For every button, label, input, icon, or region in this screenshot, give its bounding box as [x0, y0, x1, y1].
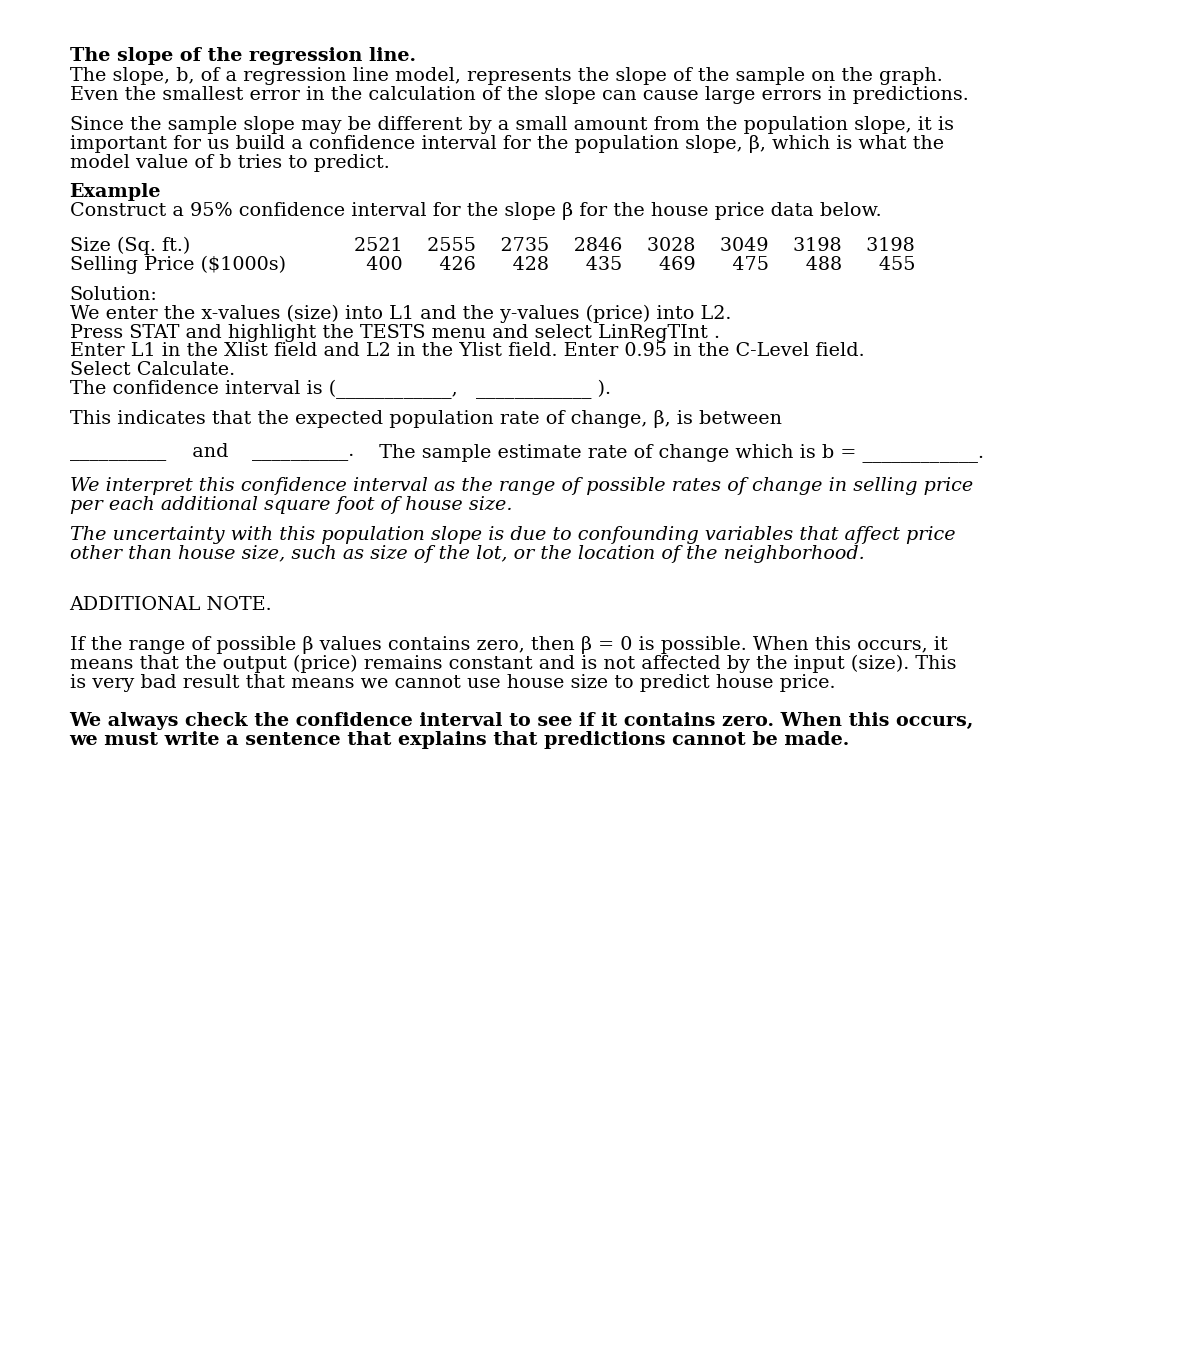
Text: and: and	[180, 443, 241, 461]
Text: Selling Price ($1000s): Selling Price ($1000s)	[70, 256, 286, 275]
Text: The sample estimate rate of change which is b = ____________.: The sample estimate rate of change which…	[367, 443, 984, 462]
Text: per each additional square foot of house size.: per each additional square foot of house…	[70, 496, 512, 514]
Text: important for us build a confidence interval for the population slope, β, which : important for us build a confidence inte…	[70, 135, 943, 152]
Text: Enter L1 in the Xlist field and L2 in the Ylist field. Enter 0.95 in the C-Level: Enter L1 in the Xlist field and L2 in th…	[70, 342, 864, 360]
Text: Solution:: Solution:	[70, 286, 157, 303]
Text: Since the sample slope may be different by a small amount from the population sl: Since the sample slope may be different …	[70, 116, 954, 133]
Text: The confidence interval is (____________,   ____________ ).: The confidence interval is (____________…	[70, 380, 611, 399]
Text: model value of b tries to predict.: model value of b tries to predict.	[70, 154, 389, 171]
Text: Construct a 95% confidence interval for the slope β for the house price data bel: Construct a 95% confidence interval for …	[70, 202, 881, 220]
Text: We enter the x-values (size) into L1 and the y-values (price) into L2.: We enter the x-values (size) into L1 and…	[70, 305, 731, 324]
Text: We always check the confidence interval to see if it contains zero. When this oc: We always check the confidence interval …	[70, 712, 974, 729]
Text: This indicates that the expected population rate of change, β, is between: This indicates that the expected populat…	[70, 410, 781, 427]
Text: __________: __________	[70, 443, 166, 461]
Text: The slope of the regression line.: The slope of the regression line.	[70, 47, 415, 65]
Text: The uncertainty with this population slope is due to confounding variables that : The uncertainty with this population slo…	[70, 526, 955, 543]
Text: Size (Sq. ft.): Size (Sq. ft.)	[70, 237, 190, 256]
Text: __________.: __________.	[252, 443, 354, 461]
Text: 2521    2555    2735    2846    3028    3049    3198    3198: 2521 2555 2735 2846 3028 3049 3198 3198	[354, 237, 914, 255]
Text: is very bad result that means we cannot use house size to predict house price.: is very bad result that means we cannot …	[70, 674, 835, 692]
Text: 400      426      428      435      469      475      488      455: 400 426 428 435 469 475 488 455	[354, 256, 916, 274]
Text: ADDITIONAL NOTE.: ADDITIONAL NOTE.	[70, 596, 272, 613]
Text: Press STAT and highlight the TESTS menu and select LinRegTInt .: Press STAT and highlight the TESTS menu …	[70, 324, 720, 341]
Text: If the range of possible β values contains zero, then β = 0 is possible. When th: If the range of possible β values contai…	[70, 636, 947, 654]
Text: We interpret this confidence interval as the range of possible rates of change i: We interpret this confidence interval as…	[70, 477, 973, 495]
Text: means that the output (price) remains constant and is not affected by the input : means that the output (price) remains co…	[70, 655, 956, 674]
Text: Even the smallest error in the calculation of the slope can cause large errors i: Even the smallest error in the calculati…	[70, 86, 968, 104]
Text: The slope, b, of a regression line model, represents the slope of the sample on : The slope, b, of a regression line model…	[70, 67, 942, 85]
Text: other than house size, such as size of the lot, or the location of the neighborh: other than house size, such as size of t…	[70, 545, 864, 562]
Text: Example: Example	[70, 183, 161, 201]
Text: Select Calculate.: Select Calculate.	[70, 361, 235, 379]
Text: we must write a sentence that explains that predictions cannot be made.: we must write a sentence that explains t…	[70, 731, 850, 748]
